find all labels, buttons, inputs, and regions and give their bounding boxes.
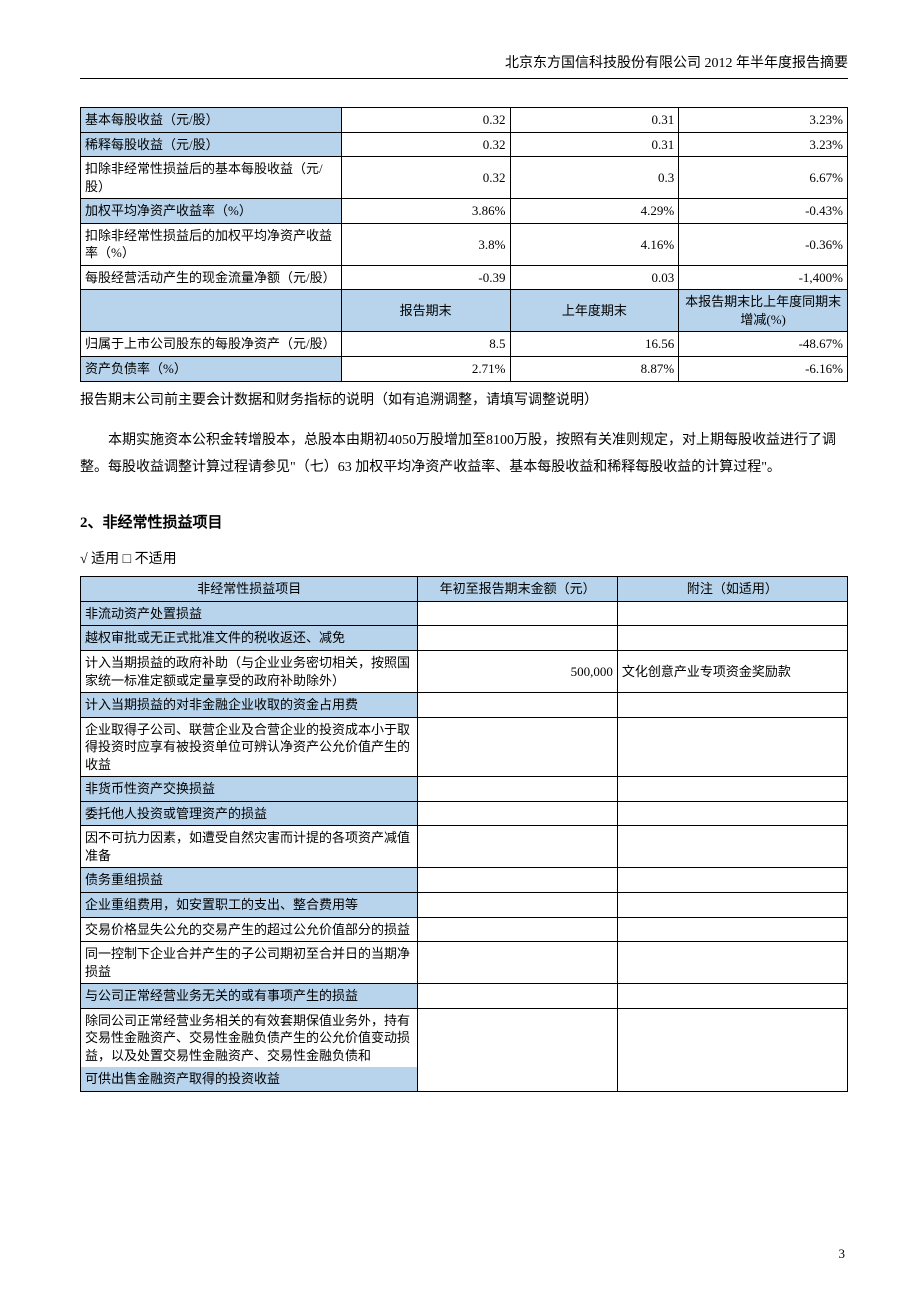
item-note [617,868,847,893]
table-header: 报告期末 [341,290,510,332]
item-note [617,601,847,626]
metric-value: 3.23% [679,132,848,157]
item-note [617,893,847,918]
metric-value: 0.32 [341,157,510,199]
item-note [617,984,847,1009]
metric-value: 3.23% [679,108,848,133]
item-amount [418,942,617,984]
item-amount [418,893,617,918]
metric-label: 稀释每股收益（元/股） [81,132,342,157]
page-header: 北京东方国信科技股份有限公司 2012 年半年度报告摘要 [80,52,848,79]
item-label: 除同公司正常经营业务相关的有效套期保值业务外，持有交易性金融资产、交易性金融负债… [81,1008,418,1091]
item-label: 企业取得子公司、联营企业及合营企业的投资成本小于取得投资时应享有被投资单位可辨认… [81,717,418,777]
metric-value: 3.86% [341,199,510,224]
table-header: 本报告期末比上年度同期末增减(%) [679,290,848,332]
metric-label: 每股经营活动产生的现金流量净额（元/股） [81,265,342,290]
item-note [617,801,847,826]
metric-label: 扣除非经常性损益后的基本每股收益（元/股） [81,157,342,199]
metric-value: 0.31 [510,108,679,133]
metric-value: 0.32 [341,132,510,157]
metric-value: 4.16% [510,223,679,265]
item-label: 与公司正常经营业务无关的或有事项产生的损益 [81,984,418,1009]
metric-value: 8.87% [510,357,679,382]
item-amount [418,826,617,868]
metric-value: 2.71% [341,357,510,382]
metric-value: 0.31 [510,132,679,157]
metric-label: 加权平均净资产收益率（%） [81,199,342,224]
item-note [617,777,847,802]
item-label: 委托他人投资或管理资产的损益 [81,801,418,826]
item-amount [418,777,617,802]
metric-label: 资产负债率（%） [81,357,342,382]
metric-value: -0.43% [679,199,848,224]
item-label: 非流动资产处置损益 [81,601,418,626]
item-note [617,826,847,868]
item-label: 越权审批或无正式批准文件的税收返还、减免 [81,626,418,651]
metric-value: -6.16% [679,357,848,382]
metric-value: 0.3 [510,157,679,199]
non-recurring-items-table: 非经常性损益项目年初至报告期末金额（元）附注（如适用） 非流动资产处置损益越权审批… [80,576,848,1092]
metric-value: -0.36% [679,223,848,265]
metric-value: 3.8% [341,223,510,265]
metric-value: 16.56 [510,332,679,357]
metric-value: 4.29% [510,199,679,224]
metric-label: 基本每股收益（元/股） [81,108,342,133]
item-note [617,942,847,984]
item-note: 文化创意产业专项资金奖励款 [617,650,847,692]
item-note [617,1008,847,1091]
metric-value: 6.67% [679,157,848,199]
item-amount [418,693,617,718]
metric-value: -48.67% [679,332,848,357]
metric-value: 0.32 [341,108,510,133]
item-note [617,917,847,942]
metric-label: 归属于上市公司股东的每股净资产（元/股） [81,332,342,357]
metric-value: 0.03 [510,265,679,290]
metric-value: -1,400% [679,265,848,290]
item-amount [418,984,617,1009]
item-amount [418,626,617,651]
item-amount [418,601,617,626]
page-number: 3 [839,1246,846,1262]
item-label: 债务重组损益 [81,868,418,893]
table-header: 非经常性损益项目 [81,577,418,602]
section-2-title: 2、非经常性损益项目 [80,511,848,532]
item-amount [418,917,617,942]
item-label: 计入当期损益的对非金融企业收取的资金占用费 [81,693,418,718]
table-header [81,290,342,332]
item-note [617,626,847,651]
item-amount [418,868,617,893]
item-label: 同一控制下企业合并产生的子公司期初至合并日的当期净损益 [81,942,418,984]
item-label: 计入当期损益的政府补助（与企业业务密切相关，按照国家统一标准定额或定量享受的政府… [81,650,418,692]
item-label: 因不可抗力因素，如遭受自然灾害而计提的各项资产减值准备 [81,826,418,868]
table-header: 年初至报告期末金额（元） [418,577,617,602]
item-label: 非货币性资产交换损益 [81,777,418,802]
item-amount: 500,000 [418,650,617,692]
metric-value: 8.5 [341,332,510,357]
item-amount [418,717,617,777]
metric-value: -0.39 [341,265,510,290]
financial-metrics-table: 基本每股收益（元/股）0.320.313.23%稀释每股收益（元/股）0.320… [80,107,848,382]
item-note [617,693,847,718]
table-header: 上年度期末 [510,290,679,332]
applicable-checkbox: √ 适用 □ 不适用 [80,548,848,568]
explanation-para-2: 本期实施资本公积金转增股本，总股本由期初4050万股增加至8100万股，按照有关… [80,428,848,481]
item-amount [418,1008,617,1091]
item-amount [418,801,617,826]
item-label: 企业重组费用，如安置职工的支出、整合费用等 [81,893,418,918]
explanation-para-1: 报告期末公司前主要会计数据和财务指标的说明（如有追溯调整，请填写调整说明） [80,388,848,415]
table-header: 附注（如适用） [617,577,847,602]
item-label: 交易价格显失公允的交易产生的超过公允价值部分的损益 [81,917,418,942]
metric-label: 扣除非经常性损益后的加权平均净资产收益率（%） [81,223,342,265]
item-note [617,717,847,777]
